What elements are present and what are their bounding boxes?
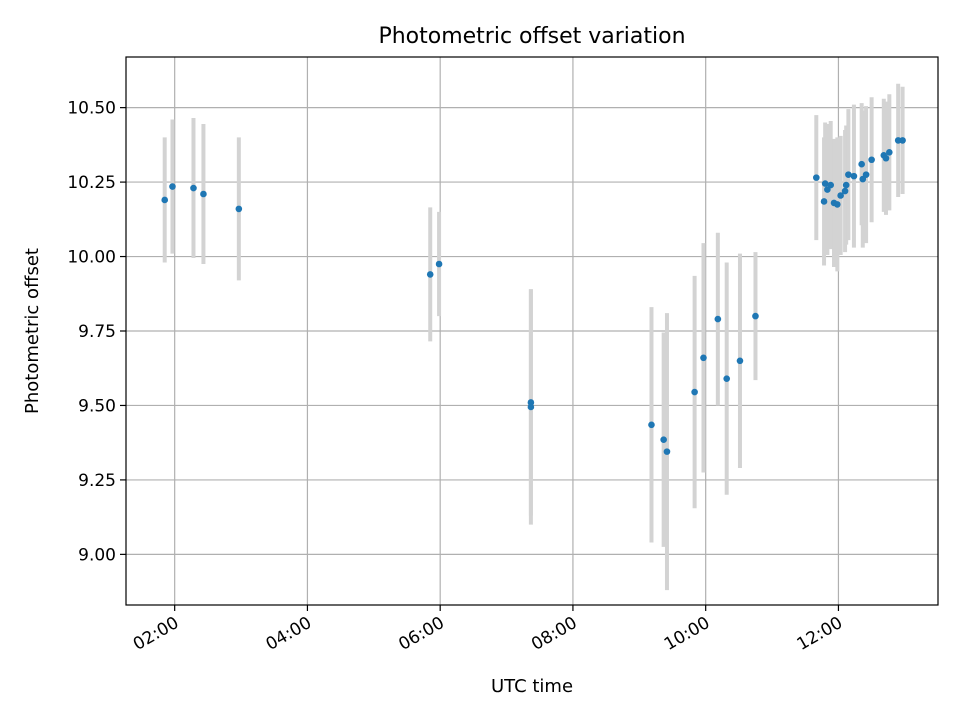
data-point	[827, 181, 834, 189]
data-point	[858, 160, 865, 168]
data-point	[837, 192, 844, 199]
data-point	[862, 171, 870, 178]
y-tick-label: 9.75	[78, 322, 116, 342]
data-point	[820, 198, 828, 205]
data-point	[842, 181, 850, 189]
y-tick-label: 10.50	[67, 99, 116, 119]
data-point	[235, 205, 243, 213]
data-point	[435, 260, 443, 268]
data-point	[752, 312, 759, 320]
data-point	[834, 201, 841, 208]
y-tick-label: 9.25	[78, 471, 116, 491]
data-point	[841, 187, 849, 195]
y-axis: 9.00 9.25 9.50 9.75 10.00 10.25 10.50	[67, 99, 126, 565]
y-tick-label: 9.00	[78, 545, 116, 565]
data-point	[161, 196, 169, 204]
data-point	[723, 375, 731, 382]
data-point	[813, 174, 820, 181]
y-tick-label: 9.50	[78, 396, 116, 416]
y-tick-label: 10.00	[67, 248, 116, 268]
data-point	[426, 271, 434, 278]
data-point	[868, 156, 875, 164]
data-point	[660, 436, 667, 444]
y-axis-label: Photometric offset	[22, 248, 43, 414]
x-axis-label: UTC time	[491, 676, 573, 697]
data-point	[200, 190, 207, 198]
data-point	[821, 180, 829, 187]
y-tick-label: 10.25	[67, 173, 116, 193]
chart-title: Photometric offset variation	[378, 24, 685, 49]
data-point	[899, 137, 906, 144]
data-point	[648, 421, 655, 429]
data-point	[736, 357, 744, 365]
data-point	[691, 388, 698, 396]
data-point	[845, 171, 852, 178]
data-point	[527, 403, 535, 411]
data-point	[714, 315, 722, 323]
data-point	[169, 183, 176, 190]
data-point	[190, 184, 197, 192]
data-point	[886, 149, 893, 156]
data-point	[700, 354, 707, 362]
data-points	[161, 137, 906, 455]
data-point	[882, 154, 890, 162]
data-point	[850, 172, 858, 180]
data-point	[663, 448, 671, 455]
